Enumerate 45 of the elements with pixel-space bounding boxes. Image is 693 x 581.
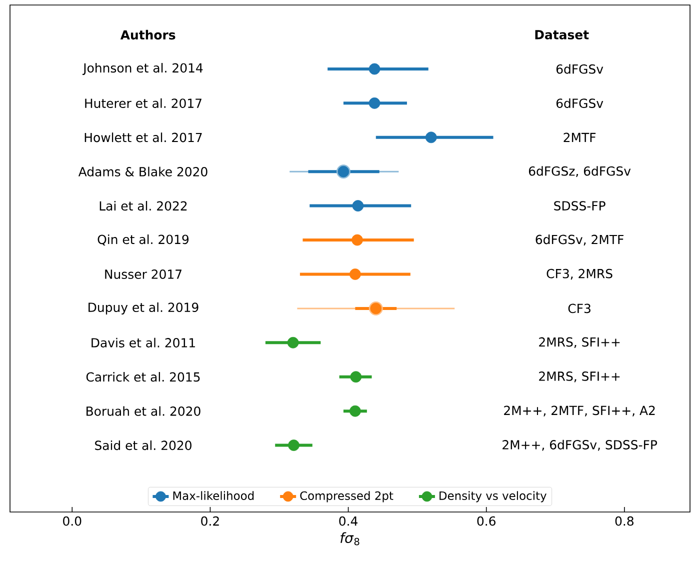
point [352,234,363,246]
y2-tick-label: 6dFGSv [556,98,604,108]
x-tick-label: 0.8 [615,516,634,526]
y2-tick-label: 2MRS, SFI++ [539,372,620,382]
y-tick-label: Said et al. 2020 [95,440,192,450]
y-tick-label: Johnson et al. 2014 [82,62,203,75]
point [287,336,299,348]
x-tick-label: 0.4 [339,516,358,526]
y-tick-label: Qin et al. 2019 [98,234,189,246]
y-tick-label: Howlett et al. 2017 [84,132,202,142]
y2-tick-label: 2M++, 2MTF, SFI++, A2 [504,406,655,416]
point [288,440,300,451]
y-tick-label: Adams & Blake 2020 [78,166,208,176]
y2-tick-label: CF3, 2MRS [546,268,612,280]
point [368,97,380,109]
point [352,200,364,212]
legend-label: Compressed 2pt [300,491,394,502]
y-tick-label: Boruah et al. 2020 [86,406,200,416]
x-tick-label: 0.0 [63,516,82,526]
y2-tick-label: 6dFGSz, 6dFGSv [528,166,631,178]
text: Authors [120,30,176,40]
y2-tick-label: CF3 [568,304,590,314]
y-tick-label: Nusser 2017 [105,270,182,279]
y2-tick-label: 6dFGSv [556,64,604,74]
y-tick-label: Huterer et al. 2017 [85,98,202,108]
y-tick-label: Dupuy et al. 2019 [88,302,198,314]
y-tick-label: Carrick et al. 2015 [86,372,200,382]
x-tick-label: 0.6 [477,516,496,526]
point [349,268,361,280]
y2-tick-label: 2M++, 6dFGSv, SDSS-FP [502,440,658,451]
y2-tick-label: 2MRS, SFI++ [539,337,620,348]
y2-tick-label: SDSS-FP [554,201,606,211]
y-tick-label: Davis et al. 2011 [92,338,195,348]
x-axis-title: fσ$_{8}$ [340,532,360,546]
y2-tick-label: 6dFGSv, 2MTF [536,234,624,246]
legend-label: Density vs velocity [440,491,546,502]
point [425,132,437,144]
point [350,371,362,383]
x-tick-label: 0.2 [201,516,219,526]
y2-tick-label: 2MTF [564,132,596,142]
legend-label: Max-likelihood [173,491,254,500]
point [349,405,361,417]
point [368,63,380,75]
text: Dataset [535,30,589,40]
y-tick-label: Lai et al. 2022 [100,200,187,211]
